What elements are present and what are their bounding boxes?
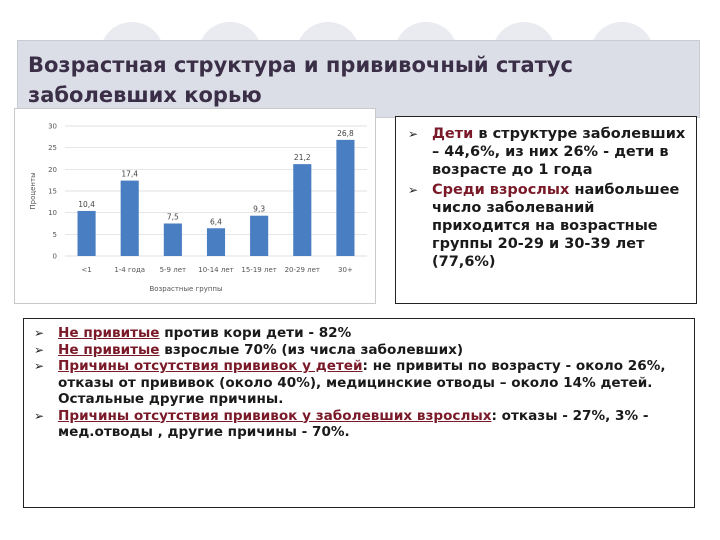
vaccination-bullet-text: взрослые 70% (из числа заболевших) — [159, 341, 464, 358]
vaccination-list: ➢ Не привитые против кори дети - 82% ➢ Не п… — [28, 325, 678, 441]
vaccination-status-box: ➢ Не привитые против кори дети - 82% ➢ Не п… — [23, 318, 695, 508]
data-label: 9,3 — [253, 205, 265, 214]
summary-bullet-highlight: Среди взрослых — [432, 182, 570, 198]
x-axis-title: Возрастные группы — [149, 285, 222, 293]
summary-bullet-highlight: Дети — [432, 126, 474, 142]
vaccination-bullet-item: ➢ Не привитые взрослые 70% (из числа забо… — [28, 342, 678, 359]
data-label: 10,4 — [78, 200, 95, 209]
arrow-bullet-icon: ➢ — [408, 127, 419, 141]
y-tick-label: 15 — [48, 188, 57, 196]
y-tick-label: 5 — [53, 231, 57, 239]
x-tick-label: 1-4 года — [114, 266, 145, 274]
slide-title-line1: Возрастная структура и прививочный стату… — [28, 53, 573, 77]
vaccination-bullet-text: : не привиты по возрасту - около 26%, от… — [58, 358, 666, 407]
arrow-bullet-icon: ➢ — [34, 408, 45, 423]
y-tick-label: 20 — [48, 166, 57, 174]
arrow-bullet-icon: ➢ — [408, 183, 419, 197]
data-label: 21,2 — [294, 153, 311, 162]
bar-chart-svg: 0 5 10 15 20 25 30 10,4 <1 17,4 1-4 года 7,5 5-9 лет… — [29, 123, 367, 293]
y-tick-label: 0 — [53, 253, 57, 261]
slide-title-line2: заболевших корью — [28, 83, 262, 107]
vaccination-bullet-highlight: Причины отсутствия прививок у детей — [58, 358, 363, 374]
arrow-bullet-icon: ➢ — [34, 326, 45, 340]
x-tick-label: <1 — [81, 266, 91, 274]
bar — [163, 223, 182, 256]
data-label: 26,8 — [337, 129, 354, 138]
y-tick-label: 30 — [48, 123, 57, 131]
vaccination-bullet-highlight: Причины отсутствия прививок у заболевших… — [58, 407, 492, 424]
summary-bullet-item: ➢ Среди взрослых наибольшее число заболев… — [402, 181, 688, 271]
age-structure-chart: 0 5 10 15 20 25 30 10,4 <1 17,4 1-4 года 7,5 5-9 лет… — [14, 108, 376, 304]
vaccination-bullet-text: против кори дети - 82% — [159, 325, 352, 341]
bar — [120, 180, 139, 256]
x-tick-label: 15-19 лет — [241, 266, 276, 274]
summary-bullet-text: в структуре заболевших – 44,6%, из них 2… — [432, 126, 686, 178]
data-label: 6,4 — [210, 217, 222, 226]
summary-bullet-item: ➢ Дети в структуре заболевших – 44,6%, из… — [402, 125, 688, 179]
vaccination-bullet-item: ➢ Причины отсутствия прививок у заболевши… — [28, 408, 678, 441]
bar — [293, 164, 312, 256]
x-tick-label: 10-14 лет — [198, 266, 233, 274]
vaccination-bullet-highlight: Не привитые — [58, 341, 160, 358]
bar — [206, 228, 226, 256]
children-adults-summary-box: ➢ Дети в структуре заболевших – 44,6%, из… — [395, 116, 697, 304]
bar — [250, 215, 269, 256]
data-label: 17,4 — [121, 170, 138, 179]
y-tick-label: 10 — [48, 209, 57, 217]
vaccination-bullet-item: ➢ Не привитые против кори дети - 82% — [28, 325, 678, 342]
bar — [77, 210, 96, 256]
x-tick-label: 30+ — [338, 266, 353, 274]
arrow-bullet-icon: ➢ — [34, 342, 45, 357]
summary-bullet-text: наибольшее число заболеваний приходится … — [432, 182, 680, 270]
y-axis-title: Проценты — [29, 172, 37, 209]
x-tick-label: 5-9 лет — [160, 266, 187, 274]
slide-title: Возрастная структура и прививочный стату… — [28, 50, 628, 110]
vaccination-bullet-text: : отказы - 27%, 3% - мед.отводы , другие… — [58, 407, 649, 441]
vaccination-bullet-item: ➢ Причины отсутствия прививок у детей: не… — [28, 358, 678, 408]
arrow-bullet-icon: ➢ — [34, 359, 45, 373]
vaccination-bullet-highlight: Не привитые — [58, 325, 160, 341]
x-tick-label: 20-29 лет — [285, 266, 320, 274]
summary-list: ➢ Дети в структуре заболевших – 44,6%, из… — [402, 125, 688, 273]
bar — [336, 139, 355, 256]
data-label: 7,5 — [167, 213, 179, 222]
y-tick-label: 25 — [48, 144, 57, 152]
